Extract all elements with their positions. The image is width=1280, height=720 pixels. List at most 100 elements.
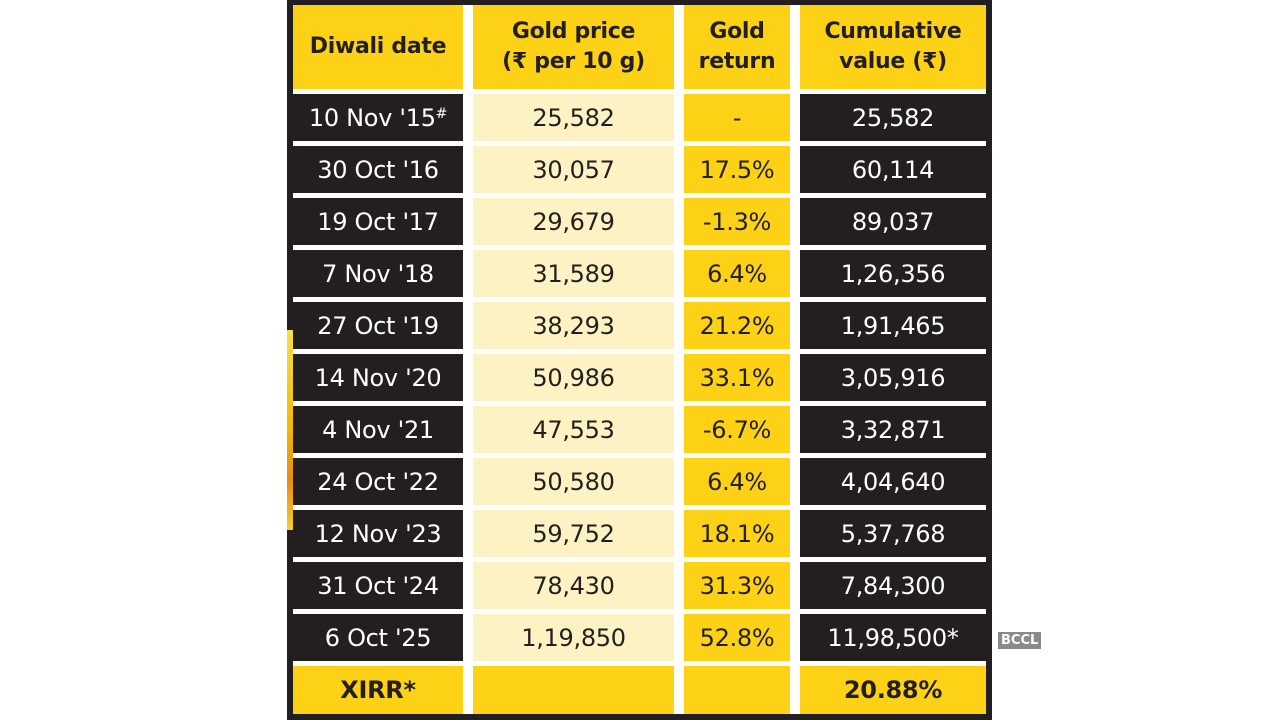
gold-return-cell-text: 21.2%	[699, 311, 775, 340]
gold-return-cell-text: 6.4%	[707, 259, 767, 288]
header-diwali-date: Diwali date	[293, 5, 473, 94]
date-cell-text: 6 Oct '25	[324, 623, 432, 652]
header-label: Cumulative	[824, 19, 962, 44]
header-label-unit: return	[698, 49, 776, 74]
xirr-row: XIRR* 20.88%	[293, 666, 986, 714]
table-row: 19 Oct '17 29,679 -1.3% 89,037	[293, 198, 986, 250]
cumulative-value-cell: 4,04,640	[800, 458, 986, 510]
header-gold-return: Gold return	[684, 5, 800, 94]
cumulative-value-cell: 60,114	[800, 146, 986, 198]
gold-return-cell-text: -6.7%	[702, 415, 772, 444]
gold-price-cell: 30,057	[473, 146, 684, 198]
footnote-mark: #	[435, 105, 448, 122]
header-label-unit: value (₹)	[839, 49, 947, 74]
header-label: Gold	[709, 19, 765, 44]
table-row: 14 Nov '20 50,986 33.1% 3,05,916	[293, 354, 986, 406]
date-cell-text: 31 Oct '24	[317, 571, 439, 600]
xirr-return-cell	[684, 666, 800, 714]
header-cumulative-value: Cumulative value (₹)	[800, 5, 986, 94]
cumulative-value-cell: 1,26,356	[800, 250, 986, 302]
date-cell: 6 Oct '25	[293, 614, 473, 666]
table-row: 7 Nov '18 31,589 6.4% 1,26,356	[293, 250, 986, 302]
table-row: 6 Oct '25 1,19,850 52.8% 11,98,500*	[293, 614, 986, 666]
gold-return-cell-text: 18.1%	[699, 519, 775, 548]
gold-return-cell: 31.3%	[684, 562, 800, 614]
gold-price-cell-text: 78,430	[532, 571, 615, 600]
date-cell-text: 27 Oct '19	[317, 311, 439, 340]
cumulative-value-cell: 11,98,500*	[800, 614, 986, 666]
date-cell: 24 Oct '22	[293, 458, 473, 510]
gold-return-cell-text: -	[732, 103, 742, 132]
date-cell: 19 Oct '17	[293, 198, 473, 250]
cumulative-value-cell-text: 25,582	[851, 103, 935, 132]
date-cell: 10 Nov '15#	[293, 94, 473, 146]
cumulative-value-cell: 89,037	[800, 198, 986, 250]
cumulative-value-cell-text: 3,05,916	[840, 363, 946, 392]
cumulative-value-cell-text: 3,32,871	[840, 415, 946, 444]
gold-return-cell: 18.1%	[684, 510, 800, 562]
cumulative-value-cell-text: 5,37,768	[840, 519, 946, 548]
date-cell: 27 Oct '19	[293, 302, 473, 354]
gold-price-cell: 50,986	[473, 354, 684, 406]
cumulative-value-cell-text: 89,037	[851, 207, 935, 236]
cumulative-value-cell-text: 1,26,356	[840, 259, 946, 288]
gold-return-cell-text: 31.3%	[699, 571, 775, 600]
xirr-price-cell	[473, 666, 684, 714]
table-row: 10 Nov '15# 25,582 - 25,582	[293, 94, 986, 146]
gold-price-cell-text: 30,057	[532, 155, 615, 184]
xirr-value: 20.88%	[800, 666, 986, 714]
gold-price-cell-text: 38,293	[532, 311, 615, 340]
date-cell-text: 30 Oct '16	[317, 155, 439, 184]
gold-return-cell: -1.3%	[684, 198, 800, 250]
gold-return-cell: 6.4%	[684, 458, 800, 510]
header-row: Diwali date Gold price (₹ per 10 g) Gold…	[293, 5, 986, 94]
gold-return-cell: -6.7%	[684, 406, 800, 458]
cumulative-value-cell: 1,91,465	[800, 302, 986, 354]
cumulative-value-cell: 5,37,768	[800, 510, 986, 562]
cumulative-value-cell: 25,582	[800, 94, 986, 146]
gold-return-cell-text: 17.5%	[699, 155, 775, 184]
cumulative-value-cell-text: 1,91,465	[840, 311, 946, 340]
table-row: 27 Oct '19 38,293 21.2% 1,91,465	[293, 302, 986, 354]
gold-price-cell: 25,582	[473, 94, 684, 146]
date-cell-text: 14 Nov '20	[314, 363, 442, 392]
gold-price-cell-text: 1,19,850	[521, 623, 626, 652]
date-cell-text: 4 Nov '21	[322, 415, 434, 444]
table-row: 30 Oct '16 30,057 17.5% 60,114	[293, 146, 986, 198]
date-cell: 7 Nov '18	[293, 250, 473, 302]
date-cell: 12 Nov '23	[293, 510, 473, 562]
gold-return-cell: 52.8%	[684, 614, 800, 666]
gold-price-cell: 50,580	[473, 458, 684, 510]
gold-return-cell: 21.2%	[684, 302, 800, 354]
gold-price-cell: 59,752	[473, 510, 684, 562]
table-row: 12 Nov '23 59,752 18.1% 5,37,768	[293, 510, 986, 562]
bccl-watermark: BCCL	[998, 632, 1042, 649]
cumulative-value-cell-text: 60,114	[851, 155, 935, 184]
gold-price-cell: 29,679	[473, 198, 684, 250]
gold-returns-table: Diwali date Gold price (₹ per 10 g) Gold…	[293, 5, 986, 714]
gold-price-cell: 47,553	[473, 406, 684, 458]
date-cell: 4 Nov '21	[293, 406, 473, 458]
cumulative-value-cell-text: 4,04,640	[840, 467, 946, 496]
gold-return-cell: 33.1%	[684, 354, 800, 406]
gold-price-cell: 31,589	[473, 250, 684, 302]
gold-price-cell-text: 25,582	[532, 103, 615, 132]
decorative-image-edge	[287, 330, 293, 530]
cumulative-value-cell-text: 11,98,500*	[827, 623, 959, 652]
gold-price-cell-text: 59,752	[532, 519, 615, 548]
table-row: 4 Nov '21 47,553 -6.7% 3,32,871	[293, 406, 986, 458]
header-label: Diwali date	[309, 34, 447, 59]
cumulative-value-cell: 3,05,916	[800, 354, 986, 406]
table-row: 24 Oct '22 50,580 6.4% 4,04,640	[293, 458, 986, 510]
gold-price-cell-text: 47,553	[532, 415, 615, 444]
gold-price-cell: 1,19,850	[473, 614, 684, 666]
date-cell-text: 7 Nov '18	[322, 259, 434, 288]
date-cell: 14 Nov '20	[293, 354, 473, 406]
gold-return-cell-text: 33.1%	[699, 363, 775, 392]
gold-return-cell: -	[684, 94, 800, 146]
gold-price-cell-text: 31,589	[532, 259, 615, 288]
cumulative-value-cell: 7,84,300	[800, 562, 986, 614]
gold-return-cell-text: 6.4%	[707, 467, 767, 496]
date-cell: 31 Oct '24	[293, 562, 473, 614]
gold-price-cell-text: 29,679	[532, 207, 615, 236]
